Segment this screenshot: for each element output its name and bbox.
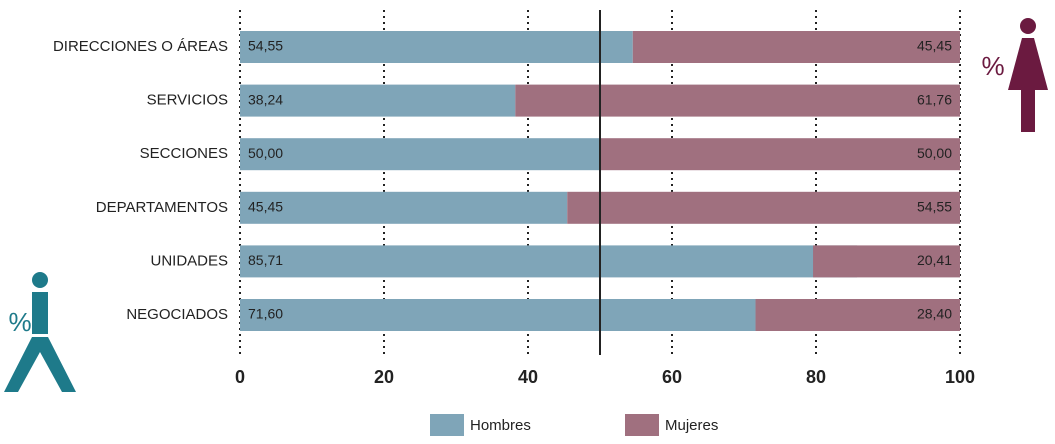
legend-swatch bbox=[430, 414, 464, 436]
bar-segment bbox=[632, 31, 960, 63]
legend-swatch bbox=[625, 414, 659, 436]
category-label: UNIDADES bbox=[150, 252, 228, 269]
women-icon bbox=[1008, 18, 1048, 132]
value-label: 50,00 bbox=[917, 145, 952, 161]
bar-segment bbox=[240, 31, 633, 63]
x-tick-label: 0 bbox=[235, 367, 245, 387]
value-label: 38,24 bbox=[248, 91, 283, 107]
bar-segment bbox=[240, 299, 756, 331]
category-label: DIRECCIONES O ÁREAS bbox=[53, 38, 228, 55]
x-tick-label: 40 bbox=[518, 367, 538, 387]
men-percent: % bbox=[8, 307, 31, 337]
category-label: NEGOCIADOS bbox=[126, 306, 228, 323]
bar-segment bbox=[240, 191, 568, 224]
x-tick-label: 100 bbox=[945, 367, 975, 387]
value-label: 54,55 bbox=[248, 38, 283, 54]
bar-segment bbox=[515, 84, 960, 117]
bar-segment bbox=[600, 138, 960, 171]
value-label: 45,45 bbox=[248, 199, 283, 215]
value-label: 50,00 bbox=[248, 145, 283, 161]
bar-segment bbox=[240, 84, 516, 117]
value-label: 45,45 bbox=[917, 38, 952, 54]
bar-segment bbox=[240, 138, 600, 171]
bar-segment bbox=[813, 245, 960, 278]
women-percent: % bbox=[981, 51, 1004, 81]
category-label: SERVICIOS bbox=[147, 92, 228, 109]
value-label: 61,76 bbox=[917, 91, 952, 107]
value-label: 28,40 bbox=[917, 306, 952, 322]
legend-label: Mujeres bbox=[665, 417, 718, 434]
bar-segment bbox=[755, 299, 960, 331]
bar-segment bbox=[240, 245, 858, 278]
x-tick-label: 80 bbox=[806, 367, 826, 387]
x-tick-label: 60 bbox=[662, 367, 682, 387]
value-label: 20,41 bbox=[917, 252, 952, 268]
value-label: 85,71 bbox=[248, 252, 283, 268]
x-tick-label: 20 bbox=[374, 367, 394, 387]
value-label: 54,55 bbox=[917, 199, 952, 215]
category-label: SECCIONES bbox=[140, 145, 228, 162]
legend-label: Hombres bbox=[470, 417, 531, 434]
value-label: 71,60 bbox=[248, 306, 283, 322]
bar-segment bbox=[567, 191, 960, 224]
men-icon bbox=[4, 272, 76, 392]
category-label: DEPARTAMENTOS bbox=[96, 199, 228, 216]
